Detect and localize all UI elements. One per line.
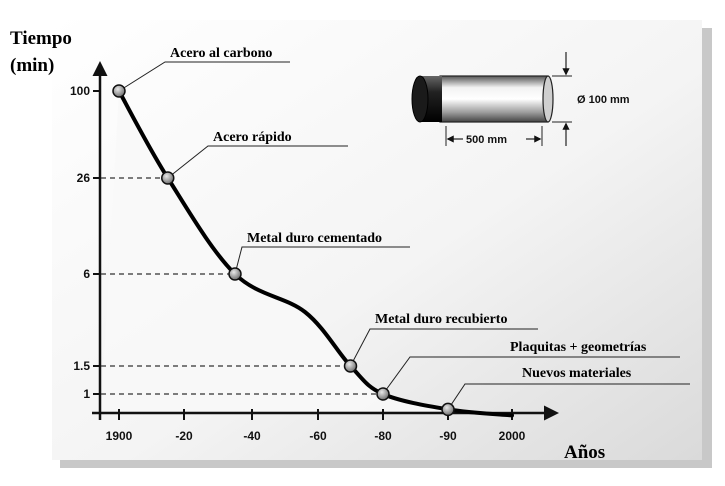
point-label: Nuevos materiales bbox=[522, 366, 632, 381]
y-axis-title-line1: Tiempo bbox=[10, 28, 72, 49]
y-tick-label: 6 bbox=[83, 267, 90, 281]
leader-line bbox=[447, 383, 690, 410]
data-point bbox=[161, 171, 175, 185]
inset-cylinder: Ø 100 mm 500 mm bbox=[411, 52, 630, 146]
leader-line bbox=[382, 356, 680, 395]
point-label: Metal duro recubierto bbox=[375, 312, 507, 327]
y-tick-label: 26 bbox=[77, 171, 91, 185]
x-tick-label: -90 bbox=[439, 429, 457, 443]
point-label: Acero al carbono bbox=[170, 46, 272, 61]
data-point bbox=[112, 84, 126, 98]
x-tick-label: -20 bbox=[175, 429, 193, 443]
leader-line bbox=[350, 328, 538, 367]
x-tick-label: -60 bbox=[309, 429, 327, 443]
data-point bbox=[228, 267, 242, 281]
point-labels-group: Acero al carbono Acero rápido Metal duro c… bbox=[170, 46, 647, 381]
y-tick-label: 1.5 bbox=[73, 359, 90, 373]
y-tick-label: 1 bbox=[83, 387, 90, 401]
x-tick-label: 1900 bbox=[106, 429, 133, 443]
point-label: Plaquitas + geometrías bbox=[510, 340, 647, 355]
data-point bbox=[376, 387, 390, 401]
data-point bbox=[343, 359, 358, 373]
x-axis-title: Años bbox=[564, 442, 605, 463]
data-point bbox=[441, 402, 455, 417]
x-tick-label: -40 bbox=[243, 429, 261, 443]
leader-line bbox=[118, 61, 290, 92]
guide-lines-group bbox=[101, 177, 383, 395]
leader-lines-group bbox=[118, 61, 690, 410]
cylinder-end bbox=[542, 75, 554, 123]
point-label: Acero rápido bbox=[213, 130, 292, 145]
leader-line bbox=[234, 246, 410, 275]
y-tick-label: 100 bbox=[70, 84, 90, 98]
cylinder-body bbox=[439, 75, 549, 123]
diameter-label: Ø 100 mm bbox=[577, 94, 630, 106]
length-label: 500 mm bbox=[466, 134, 507, 146]
y-axis-title-line2: (min) bbox=[10, 55, 54, 76]
x-tick-label: -80 bbox=[374, 429, 392, 443]
x-tick-label: 2000 bbox=[499, 429, 526, 443]
curve-area bbox=[101, 91, 512, 416]
x-ticks-group: 1900 -20 -40 -60 -80 -90 2000 bbox=[106, 409, 526, 443]
y-ticks-group: 100 26 6 1.5 1 bbox=[70, 84, 101, 401]
cylinder-face bbox=[411, 75, 429, 123]
point-label: Metal duro cementado bbox=[247, 231, 382, 246]
points-group bbox=[112, 84, 455, 417]
leader-line bbox=[167, 145, 348, 179]
